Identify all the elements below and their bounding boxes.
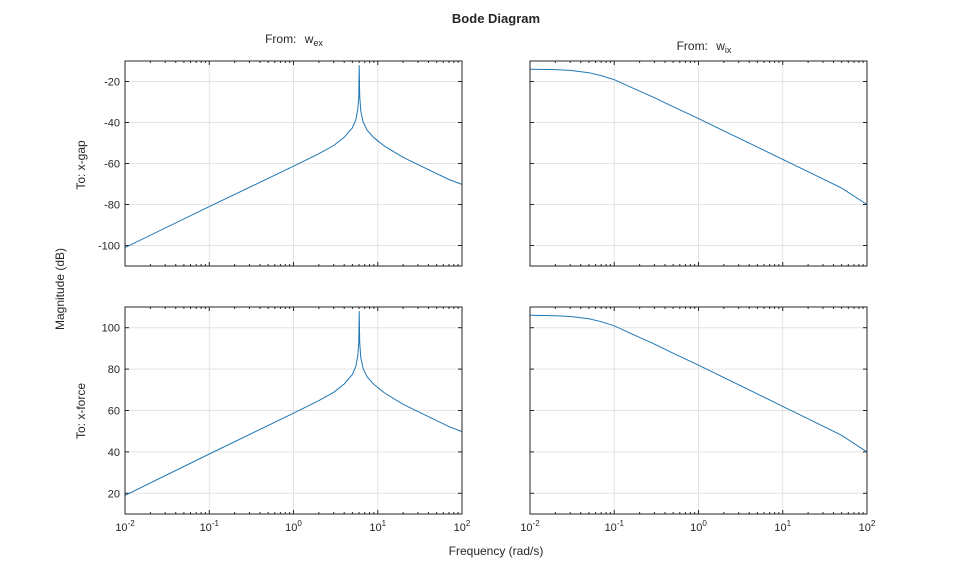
panel-1-0: 20 40 60 80 100 10-2 10-1 100 101 102 — [102, 306, 471, 534]
panel-0-0: -100 -80 -60 -40 -20 — [98, 60, 463, 267]
y-tick-label: 60 — [108, 406, 120, 418]
x-tick-label: 100 — [285, 519, 302, 534]
chart-title: Bode Diagram — [452, 11, 540, 26]
output-label-x-gap: To: x-gap — [74, 140, 88, 190]
axes-box — [529, 306, 868, 515]
input-label-subscript: ix — [725, 45, 732, 55]
axes-box — [124, 60, 463, 267]
y-tick-label: -40 — [104, 118, 120, 130]
y-tick-label: -100 — [98, 241, 120, 253]
output-label-x-force: To: x-force — [74, 383, 88, 439]
magnitude-curve — [124, 311, 463, 496]
y-tick-label: 20 — [108, 488, 120, 500]
y-tick-label: 80 — [108, 364, 120, 376]
panel-0-1 — [529, 60, 868, 267]
magnitude-curve — [529, 68, 868, 205]
input-label-name: w — [715, 39, 725, 53]
magnitude-curve — [124, 65, 463, 249]
input-label-w-ix: From: wix — [677, 39, 732, 55]
axes-box — [124, 306, 463, 515]
input-label-name: w — [304, 32, 314, 46]
x-tick-label: 101 — [774, 519, 791, 534]
magnitude-curve — [529, 314, 868, 453]
input-label-w-ex: From: wex — [265, 32, 323, 48]
y-axis-label: Magnitude (dB) — [53, 248, 67, 330]
panel-1-1: 10-2 10-1 100 101 102 — [520, 306, 876, 534]
x-tick-label: 10-2 — [115, 519, 135, 534]
input-label-subscript: ex — [313, 38, 323, 48]
x-tick-label: 10-1 — [200, 519, 220, 534]
y-tick-label: 40 — [108, 447, 120, 459]
x-tick-label: 102 — [859, 519, 876, 534]
axes-box — [529, 60, 868, 267]
x-axis-label: Frequency (rad/s) — [449, 544, 544, 558]
x-tick-label: 100 — [690, 519, 707, 534]
y-tick-label: -60 — [104, 159, 120, 171]
x-tick-label: 10-2 — [520, 519, 540, 534]
x-tick-label: 10-1 — [605, 519, 625, 534]
x-tick-label: 102 — [454, 519, 471, 534]
input-label-prefix: From: — [265, 32, 296, 46]
x-tick-label: 101 — [369, 519, 386, 534]
input-label-prefix: From: — [677, 39, 708, 53]
y-tick-label: -80 — [104, 200, 120, 212]
y-tick-label: -20 — [104, 77, 120, 89]
y-tick-label: 100 — [102, 323, 120, 335]
